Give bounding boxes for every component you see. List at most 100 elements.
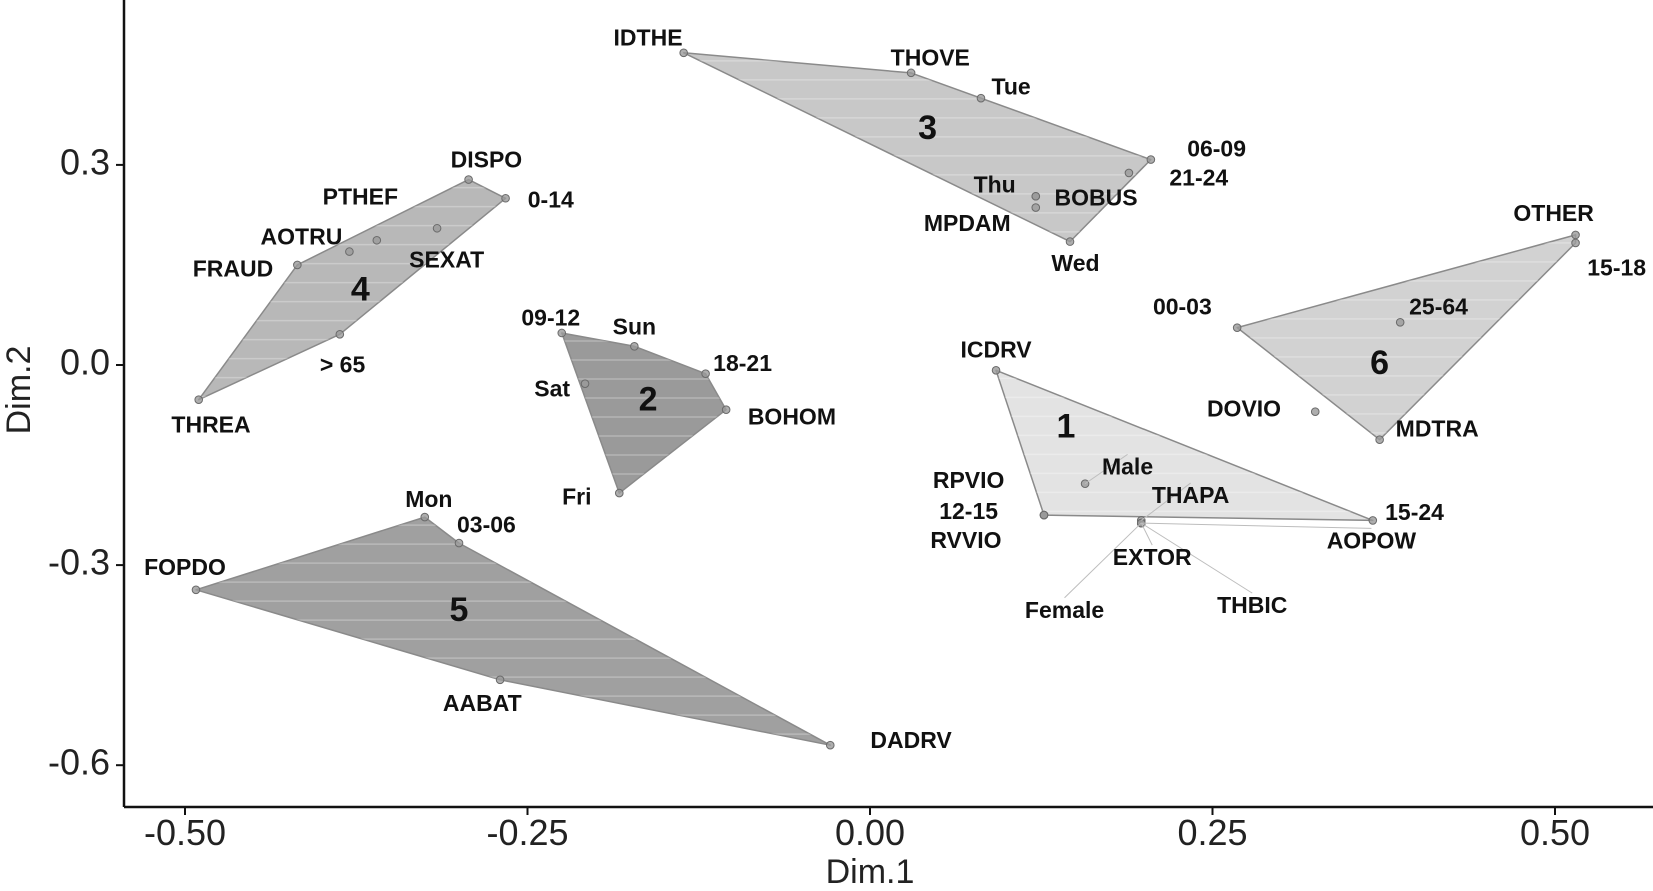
labels-layer: 1 2 3 4 5 6 ICDRV Male THAPA 15-24 RPVIO 12-15 RVVIO…: [144, 25, 1646, 753]
label-aotru: AOTRU: [261, 223, 343, 249]
label-dispo: DISPO: [451, 147, 523, 173]
axes-layer: -0.50 -0.25 0.00 0.25 0.50 0.3 0.0 -0.3 -0.6: [48, 0, 1653, 853]
label-fopdo: FOPDO: [144, 554, 226, 580]
label-06-09: 06-09: [1187, 135, 1246, 161]
label-fri: Fri: [562, 483, 591, 509]
label-tue: Tue: [992, 73, 1031, 99]
label-threa: THREA: [171, 411, 250, 437]
point-dovio: [1310, 407, 1320, 416]
x-axis-title: Dim.1: [826, 853, 915, 891]
label-thu: Thu: [974, 171, 1016, 197]
label-0-14: 0-14: [528, 187, 574, 213]
connector-extor: [1140, 522, 1153, 546]
label-aopow: AOPOW: [1327, 528, 1417, 554]
cluster-2-number: 2: [639, 381, 658, 419]
label-connectors: [1064, 453, 1372, 599]
point-dispo: [464, 175, 473, 184]
cluster-1-number: 1: [1056, 407, 1075, 445]
label-21-24: 21-24: [1169, 165, 1228, 191]
label-rpvio: RPVIO: [933, 467, 1005, 493]
x-tick-label: -0.50: [144, 812, 226, 853]
point-rvvio: [1039, 510, 1049, 520]
cluster-2: [557, 328, 731, 498]
label-rvvio: RVVIO: [930, 527, 1001, 553]
label-bohom: BOHOM: [748, 403, 836, 429]
point-09-12: [557, 328, 567, 338]
connector-male: [1084, 453, 1128, 485]
label-bobus: BOBUS: [1055, 185, 1138, 211]
cluster-4-hull: [197, 178, 507, 401]
point-00-03: [1232, 323, 1242, 332]
label-dadrv: DADRV: [870, 727, 952, 753]
cluster-6-number: 6: [1370, 344, 1389, 382]
y-tick-label: -0.6: [48, 742, 110, 783]
x-tick-label: 0.50: [1520, 812, 1590, 853]
point-fopdo: [191, 585, 201, 595]
cluster-1-hull: [995, 369, 1374, 522]
point-tue: [976, 93, 986, 103]
cluster-4-number: 4: [351, 271, 370, 309]
y-tick-label: 0.3: [60, 141, 110, 182]
point-65: [335, 330, 345, 339]
label-female: Female: [1025, 597, 1104, 623]
point-mpdam: [1031, 203, 1041, 212]
y-tick-label: -0.3: [48, 542, 110, 583]
label-mpdam: MPDAM: [924, 210, 1011, 236]
point-15-24: [1368, 516, 1378, 525]
point-pthef: [372, 235, 382, 245]
point-15-18: [1571, 238, 1580, 248]
point-idthe: [679, 48, 688, 58]
point-06-09: [1146, 155, 1156, 164]
label-25-64: 25-64: [1409, 293, 1468, 319]
label-sat: Sat: [534, 375, 570, 401]
label-wed: Wed: [1051, 250, 1099, 276]
x-tick-label: 0.25: [1177, 812, 1247, 853]
point-03-06: [454, 538, 464, 548]
point-dadrv: [825, 740, 835, 750]
connector-female: [1064, 522, 1142, 599]
point-icdrv: [991, 366, 1001, 375]
label-idthe: IDTHE: [614, 25, 683, 51]
label-00-03: 00-03: [1153, 293, 1212, 319]
connector-aopow: [1141, 522, 1372, 529]
point-threa: [194, 395, 203, 404]
point-male: [1080, 479, 1090, 489]
label-03-06: 03-06: [457, 511, 516, 537]
point-thove: [906, 68, 916, 78]
cluster-5-hull: [195, 516, 832, 746]
point-aotru: [345, 247, 354, 256]
label-sexat: SEXAT: [409, 247, 484, 273]
label-extor: EXTOR: [1113, 544, 1192, 570]
label-aabat: AABAT: [443, 690, 522, 716]
x-tick-label: -0.25: [486, 812, 568, 853]
label-mdtra: MDTRA: [1396, 415, 1479, 441]
cluster-2-hull: [561, 332, 727, 494]
point-21-24: [1124, 168, 1134, 178]
connector-thapa: [1140, 482, 1191, 521]
label-male: Male: [1102, 453, 1153, 479]
label-15-18: 15-18: [1587, 255, 1646, 281]
label-thapa: THAPA: [1152, 482, 1230, 508]
label-icdrv: ICDRV: [960, 337, 1032, 363]
label-12-15: 12-15: [939, 498, 998, 524]
y-axis-title: Dim.2: [0, 346, 38, 435]
cluster-3-number: 3: [918, 109, 937, 147]
label-other: OTHER: [1513, 200, 1594, 226]
point-0-14: [501, 193, 510, 203]
point-18-21: [701, 369, 710, 378]
label-thove: THOVE: [891, 45, 970, 71]
point-fraud: [293, 260, 302, 270]
cluster-5-number: 5: [450, 591, 469, 629]
point-mdtra: [1375, 435, 1384, 445]
label-dovio: DOVIO: [1207, 395, 1281, 421]
y-tick-label: 0.0: [60, 342, 110, 383]
label-sun: Sun: [613, 313, 656, 339]
x-tick-label: 0.00: [835, 812, 905, 853]
label-15-24: 15-24: [1385, 499, 1444, 525]
point-sun: [630, 342, 639, 351]
point-mon: [420, 512, 430, 522]
point-aabat: [495, 675, 505, 685]
label-fraud: FRAUD: [193, 255, 274, 281]
